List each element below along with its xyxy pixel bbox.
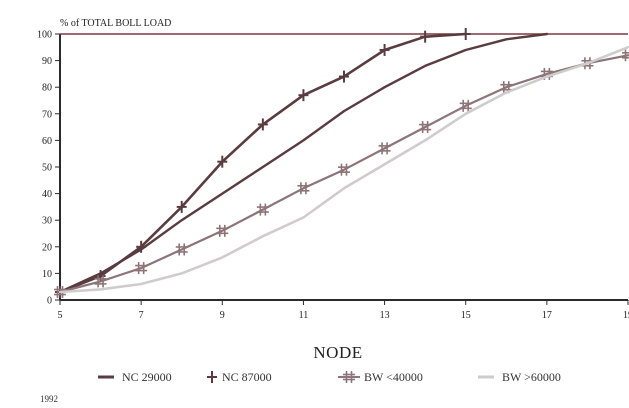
y-tick-label: 20 xyxy=(42,242,52,253)
plus-marker xyxy=(176,200,187,213)
plus-marker xyxy=(298,89,309,102)
y-tick-label: 60 xyxy=(42,136,52,147)
series-line xyxy=(58,45,629,294)
plus-marker xyxy=(379,43,390,56)
y-tick-label: 0 xyxy=(47,296,52,307)
y-tick-label: 100 xyxy=(37,30,52,41)
x-tick-label: 13 xyxy=(380,310,390,321)
hash-marker xyxy=(622,49,629,62)
plus-marker xyxy=(420,30,431,43)
y-tick-label: 80 xyxy=(42,83,52,94)
legend-label: BW <40000 xyxy=(364,370,423,384)
hash-marker xyxy=(94,275,107,288)
plus-marker xyxy=(207,371,217,383)
plus-marker xyxy=(460,28,471,40)
x-axis-label: NODE xyxy=(313,343,362,362)
legend-item: BW >60000 xyxy=(478,370,561,384)
series-nc-87000 xyxy=(55,28,471,299)
plus-marker xyxy=(339,70,349,83)
footnote-year: 1992 xyxy=(40,394,58,404)
plus-marker xyxy=(257,118,268,131)
y-axis-label: % of TOTAL BOLL LOAD xyxy=(60,18,171,29)
x-tick-label: 11 xyxy=(299,310,309,321)
hash-marker xyxy=(54,286,66,299)
hash-marker xyxy=(459,99,472,112)
hash-marker xyxy=(297,182,310,195)
legend-label: NC 29000 xyxy=(122,370,172,384)
series-line xyxy=(58,32,468,294)
hash-marker xyxy=(175,243,188,256)
legend-label: BW >60000 xyxy=(502,370,561,384)
legend: NC 29000 NC 87000 BW <40000 BW >60000 xyxy=(98,370,561,384)
hash-marker xyxy=(419,121,432,134)
hash-marker xyxy=(256,203,269,216)
y-tick-label: 10 xyxy=(42,269,52,280)
legend-label: NC 87000 xyxy=(222,370,272,384)
x-tick-label: 15 xyxy=(461,310,471,321)
y-tick-label: 40 xyxy=(42,189,52,200)
plus-marker xyxy=(95,270,106,283)
plus-marker xyxy=(136,240,147,253)
hash-marker xyxy=(135,262,148,275)
legend-item: BW <40000 xyxy=(338,370,423,384)
plus-marker xyxy=(217,155,228,168)
hash-marker xyxy=(216,224,229,237)
y-tick-label: 90 xyxy=(42,56,52,67)
hash-marker xyxy=(343,371,355,383)
x-tick-label: 17 xyxy=(542,310,552,321)
y-tick-label: 30 xyxy=(42,216,52,227)
y-tick-label: 70 xyxy=(42,109,52,120)
series-bw-60000 xyxy=(58,45,629,294)
series-line xyxy=(58,54,629,294)
x-tick-label: 19 xyxy=(623,310,629,321)
x-tick-label: 9 xyxy=(220,310,225,321)
series-bw-40000 xyxy=(54,49,629,299)
legend-item: NC 29000 xyxy=(98,370,172,384)
x-tick-label: 5 xyxy=(58,310,63,321)
x-tick-label: 7 xyxy=(139,310,144,321)
y-tick-label: 50 xyxy=(42,163,52,174)
legend-item: NC 87000 xyxy=(207,370,272,384)
hash-marker xyxy=(338,163,350,176)
hash-marker xyxy=(378,142,391,155)
